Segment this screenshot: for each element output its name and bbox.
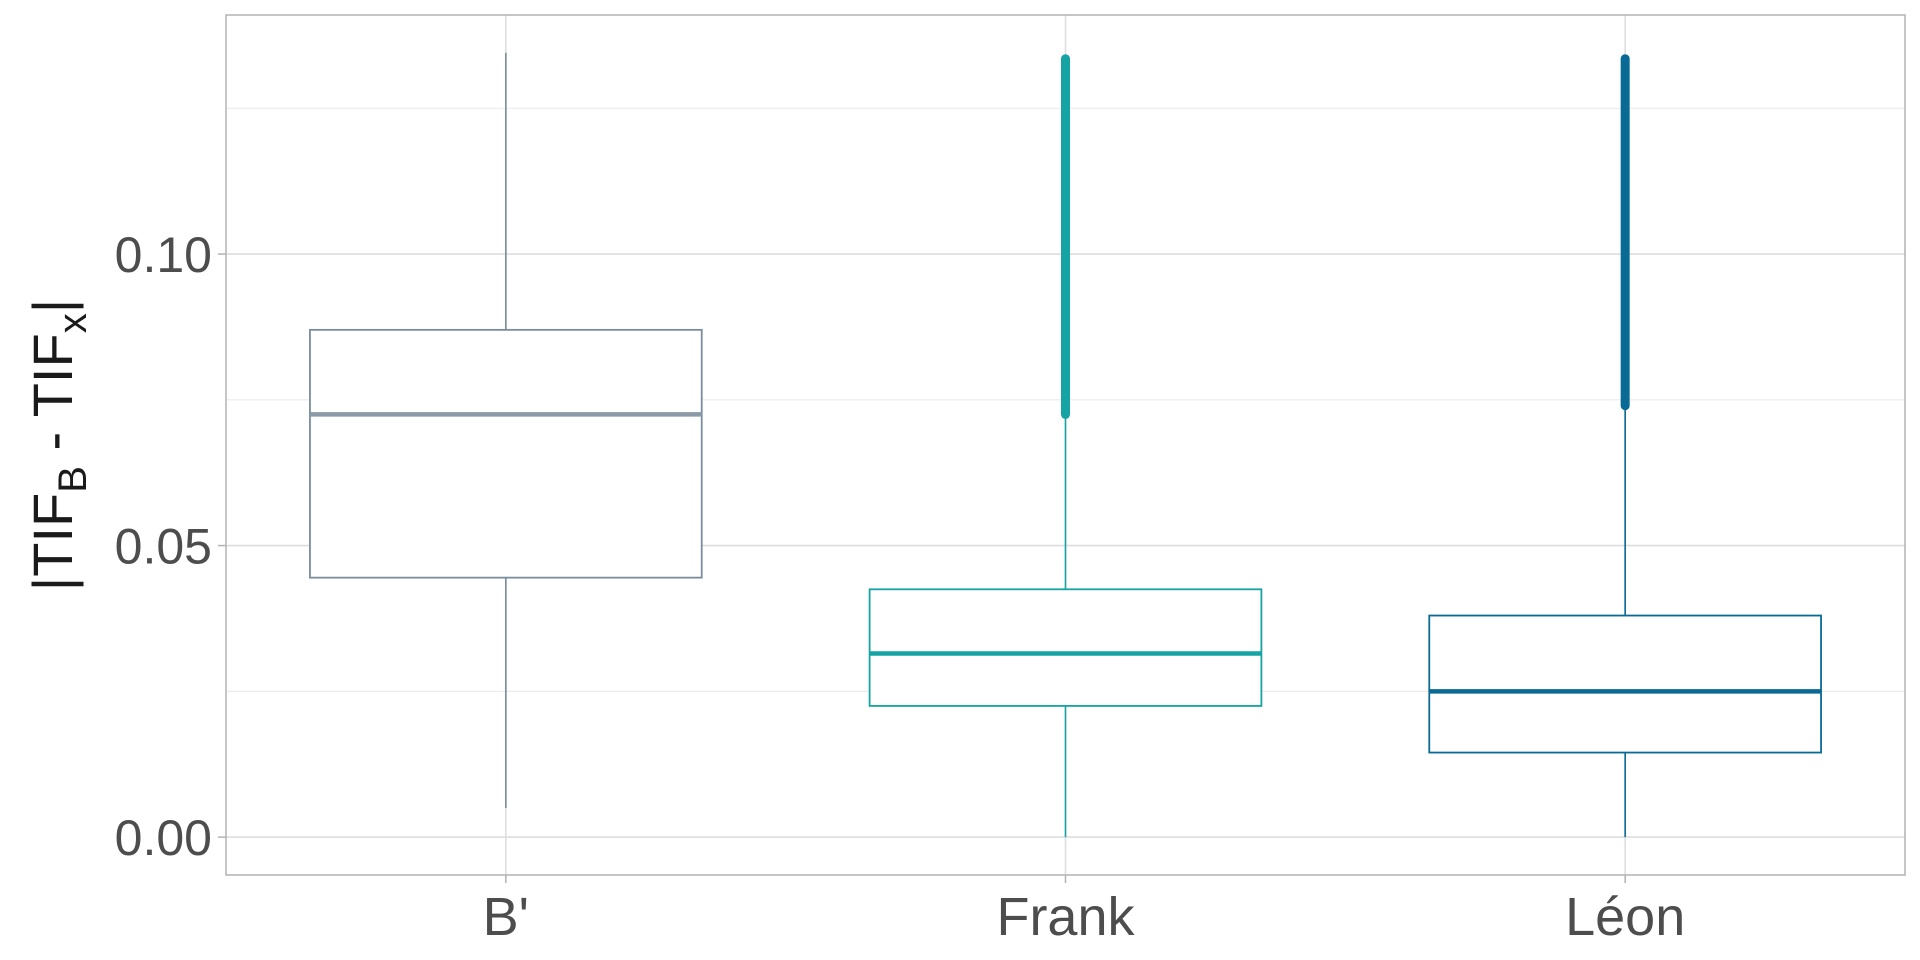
boxes-layer bbox=[309, 52, 1822, 838]
x-tick-label-0: B' bbox=[483, 887, 529, 947]
y-tick-label-0: 0.00 bbox=[115, 810, 212, 866]
box-group-2 bbox=[1428, 54, 1822, 838]
box-iqr bbox=[309, 328, 703, 579]
x-tick-labels: B' Frank Léon bbox=[483, 875, 1685, 947]
y-axis-label-prefix: |TIF bbox=[21, 493, 84, 592]
y-axis-label-mid: - TIF bbox=[21, 333, 84, 466]
y-tick-label-1: 0.05 bbox=[115, 519, 212, 575]
box-iqr bbox=[868, 588, 1263, 707]
y-axis-label-sub1: B bbox=[51, 466, 95, 493]
box-group-1 bbox=[868, 54, 1263, 838]
y-axis-label-sub2: x bbox=[51, 313, 95, 333]
box-group-0 bbox=[309, 52, 703, 808]
y-axis-label: |TIFB - TIFx| bbox=[21, 299, 95, 592]
y-axis-label-suffix: | bbox=[21, 299, 84, 314]
y-tick-label-2: 0.10 bbox=[115, 227, 212, 283]
y-tick-labels: 0.00 0.05 0.10 bbox=[115, 227, 226, 866]
x-tick-label-1: Frank bbox=[996, 887, 1135, 947]
x-tick-label-2: Léon bbox=[1565, 887, 1685, 947]
box-iqr bbox=[1428, 614, 1822, 754]
